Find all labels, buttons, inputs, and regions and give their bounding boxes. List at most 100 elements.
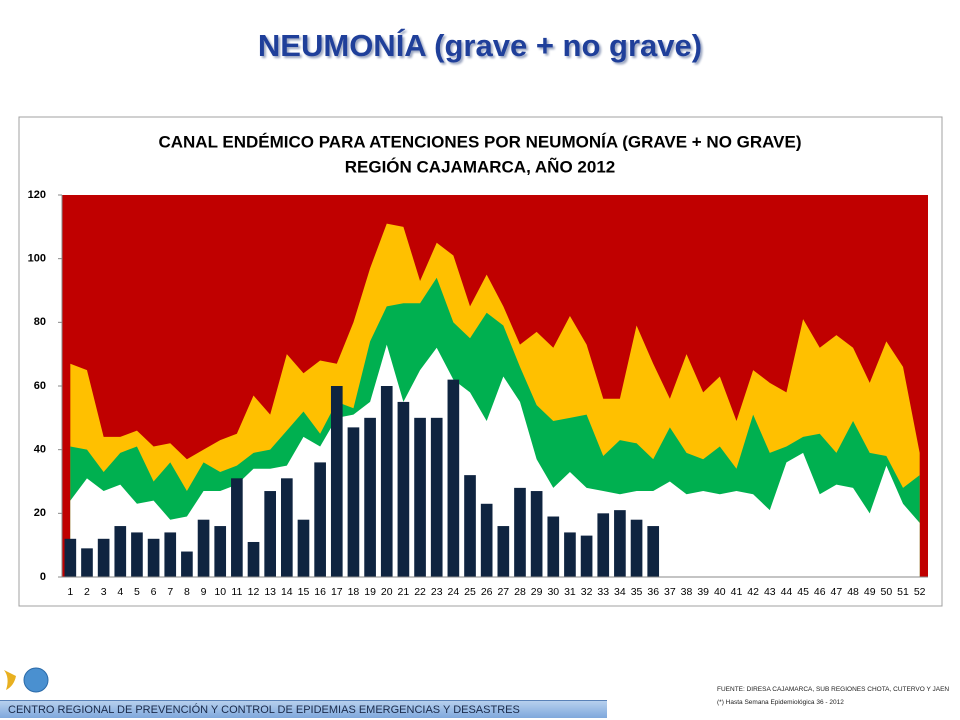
x-tick-label: 22 [414,586,426,598]
x-tick-label: 2 [84,586,90,598]
x-tick-label: 33 [597,586,609,598]
x-tick-label: 35 [631,586,643,598]
bar [81,548,93,577]
x-tick-label: 40 [714,586,726,598]
bar [630,519,643,577]
x-tick-label: 27 [497,586,509,598]
bar [564,532,576,577]
y-tick-label: 120 [28,189,46,201]
bar [197,519,210,577]
bar [480,503,493,577]
x-tick-label: 39 [697,586,709,598]
bar [330,386,343,577]
x-tick-label: 8 [184,586,190,598]
x-tick-label: 29 [531,586,543,598]
x-tick-label: 9 [201,586,207,598]
bar [414,417,426,577]
bar [64,538,77,577]
x-tick-label: 3 [101,586,107,598]
x-tick-label: 42 [747,586,759,598]
bar [231,478,243,577]
x-tick-label: 20 [381,586,393,598]
bar [397,401,410,577]
slide-title: NEUMONÍA (grave + no grave) [257,28,703,63]
bar [97,538,110,577]
x-tick-label: 48 [847,586,859,598]
bar [314,462,326,577]
x-tick-label: 14 [281,586,293,598]
bar [147,538,160,577]
x-tick-label: 24 [448,586,460,598]
x-tick-label: 51 [897,586,909,598]
bar [514,487,526,577]
x-tick-label: 13 [264,586,276,598]
bar [380,386,393,577]
x-tick-label: 32 [581,586,593,598]
y-tick-label: 0 [40,571,46,583]
y-tick-label: 100 [28,253,46,265]
bar [614,510,626,577]
x-tick-label: 43 [764,586,776,598]
bar [114,526,127,577]
chart-title: CANAL ENDÉMICO PARA ATENCIONES POR NEUMO… [158,132,801,151]
y-tick-label: 80 [34,316,46,328]
x-tick-label: 38 [681,586,693,598]
bar [464,475,476,577]
x-tick-label: 47 [831,586,843,598]
bar [264,491,277,577]
bar [597,513,610,577]
x-tick-label: 15 [298,586,310,598]
bar [364,417,376,577]
x-tick-label: 10 [214,586,226,598]
x-tick-label: 49 [864,586,876,598]
x-tick-label: 46 [814,586,826,598]
x-tick-label: 7 [167,586,173,598]
x-tick-label: 41 [731,586,743,598]
x-tick-label: 23 [431,586,443,598]
x-tick-label: 18 [348,586,360,598]
x-tick-label: 17 [331,586,343,598]
bar [247,541,260,577]
x-tick-label: 30 [547,586,559,598]
bar [280,478,293,577]
bar [530,491,543,577]
bar [214,526,227,577]
x-tick-label: 19 [364,586,376,598]
bar [547,516,560,577]
x-tick-label: 25 [464,586,476,598]
footer-bar: CENTRO REGIONAL DE PREVENCIÓN Y CONTROL … [0,700,607,718]
x-tick-label: 5 [134,586,140,598]
y-tick-label: 60 [34,380,46,392]
logo [4,667,49,693]
x-tick-label: 37 [664,586,676,598]
x-tick-label: 12 [248,586,260,598]
bar [297,519,310,577]
x-tick-label: 31 [564,586,576,598]
x-tick-label: 6 [151,586,157,598]
x-tick-label: 44 [781,586,793,598]
bar [647,526,660,577]
x-tick-label: 16 [314,586,326,598]
x-tick-label: 4 [117,586,123,598]
bar [347,427,360,577]
x-tick-label: 11 [231,586,242,598]
bar [430,417,443,577]
y-tick-label: 40 [34,444,46,456]
y-tick-label: 20 [34,507,46,519]
x-tick-label: 34 [614,586,626,598]
bar [447,379,460,577]
bar [131,532,143,577]
x-tick-label: 50 [881,586,893,598]
bar [497,526,510,577]
bar [164,532,177,577]
x-tick-label: 45 [797,586,809,598]
x-tick-label: 21 [398,586,410,598]
x-tick-label: 28 [514,586,526,598]
x-tick-label: 52 [914,586,926,598]
note-text: (*) Hasta Semana Epidemiológica 36 - 201… [717,699,844,706]
x-tick-label: 36 [647,586,659,598]
x-tick-label: 26 [481,586,493,598]
x-tick-label: 1 [67,586,73,598]
